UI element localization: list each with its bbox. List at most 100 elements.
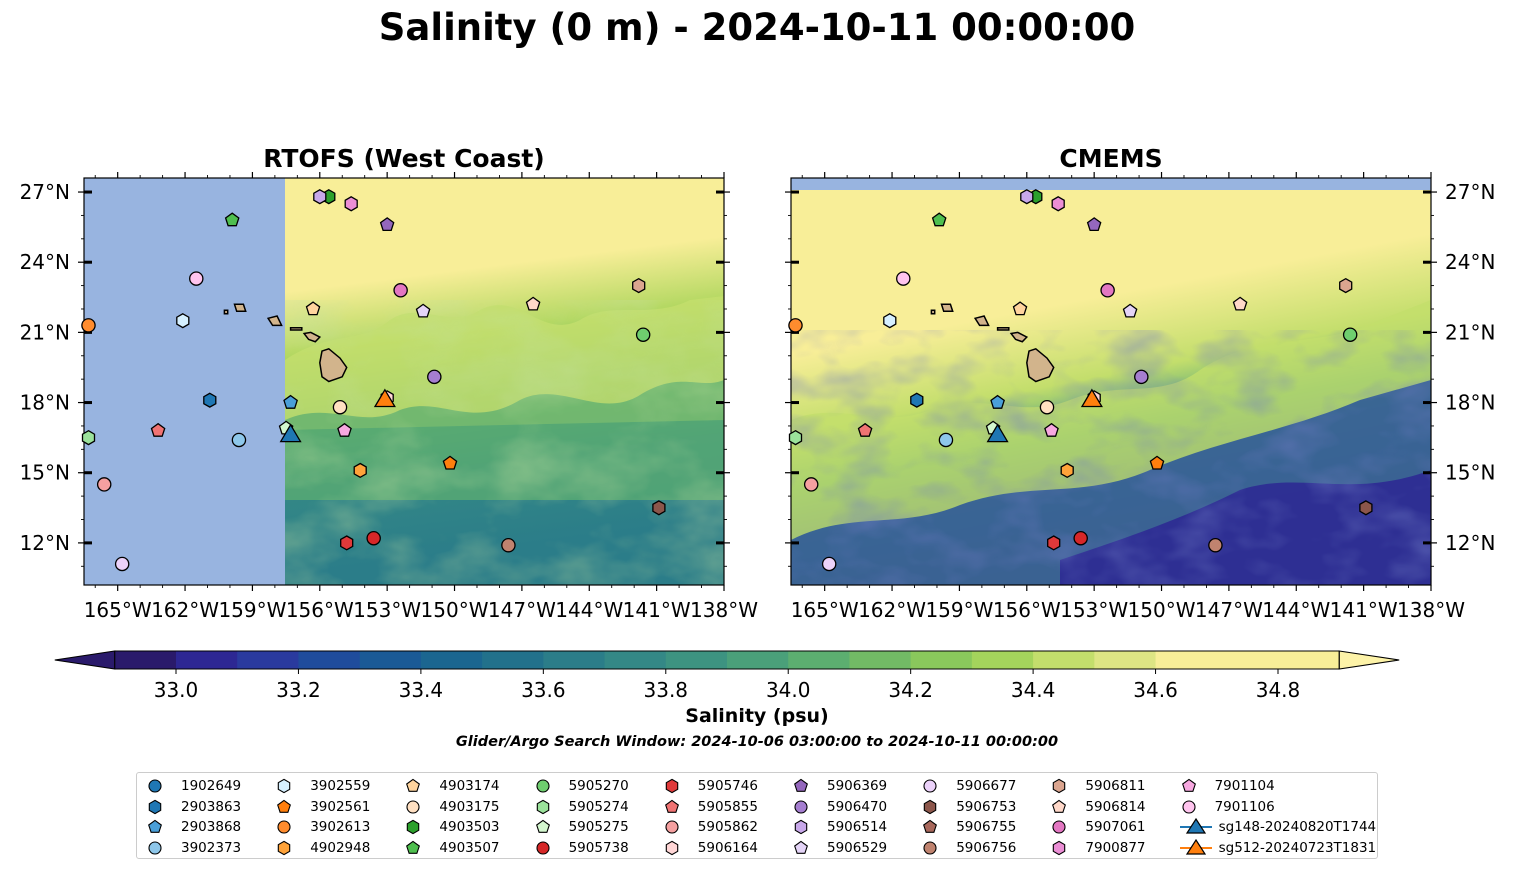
cmems-float-5906677 [821, 556, 837, 572]
cmems-float-5907061 [1100, 283, 1115, 298]
cmems-y-tick-label: 21°N [1445, 320, 1495, 344]
cmems-big-island-land [1026, 347, 1055, 383]
rtofs-y-tick-label: 21°N [20, 320, 70, 344]
legend-circle [794, 800, 808, 814]
legend-label: 4903503 [439, 819, 500, 836]
colorbar-bin [176, 651, 238, 669]
legend-label: 4902948 [310, 840, 371, 857]
legend-item-4903507: 4903507 [403, 838, 500, 858]
rtofs-float-sg512-20240723T1831 [373, 388, 396, 408]
legend-item-5906677: 5906677 [920, 776, 1016, 796]
legend-label: 5905738 [568, 840, 629, 857]
legend-marker-5906755 [923, 820, 938, 834]
cmems-float-3902561 [1149, 455, 1165, 470]
cmems-float-5905738 [1073, 530, 1088, 546]
legend-shape [794, 820, 808, 835]
legend-marker-5906753 [923, 799, 937, 814]
rtofs-x-tick-label: 150°W [421, 598, 489, 622]
cmems-y-tick-label: 12°N [1445, 531, 1495, 555]
legend-circle [536, 779, 550, 793]
colorbar-bin [727, 651, 789, 669]
legend-marker-3902373 [148, 841, 162, 855]
legend-item-5906369: 5906369 [791, 776, 887, 796]
cmems-x-tick-label: 144°W [1262, 598, 1330, 622]
rtofs-float-5905270 [635, 327, 651, 342]
rtofs-axes: 165°W 162°W 159°W 156°W 153°W 150°W 147°W 144°W… [20, 172, 758, 622]
rtofs-big-island-land [319, 347, 348, 383]
legend-item-5905738: 5905738 [533, 838, 629, 858]
legend-shape [794, 840, 808, 854]
rtofs-float-5906753 [652, 500, 666, 516]
legend-item-7901104: 7901104 [1179, 776, 1275, 796]
legend-marker-5906470 [794, 800, 808, 814]
legend-label: 4903174 [439, 778, 500, 794]
cmems-float-4903174 [1012, 301, 1028, 316]
legend-item-7901106: 7901106 [1179, 797, 1275, 817]
rtofs-float-3902373 [231, 432, 247, 448]
legend-marker-5905746 [665, 778, 679, 794]
legend-label: 5907061 [1085, 819, 1146, 836]
colorbar-bin [543, 651, 606, 669]
cmems-y-tick-label: 15°N [1445, 461, 1495, 485]
legend-shape [1053, 778, 1066, 794]
rtofs-eddy-texture [285, 300, 724, 585]
colorbar-label: Salinity (psu) [685, 705, 828, 727]
colorbar-extend-high [1338, 650, 1400, 670]
legend-shape [406, 778, 421, 792]
legend-label: 3902559 [310, 778, 371, 794]
legend-circle [148, 841, 162, 855]
legend-item-3902559: 3902559 [274, 776, 370, 796]
legend-shape [923, 799, 937, 814]
rtofs-float-3902561 [442, 455, 458, 470]
cmems-float-4902948 [1060, 462, 1074, 479]
legend-label: 5906677 [956, 778, 1017, 794]
cmems-float-2903863 [910, 392, 924, 408]
legend-item-2903868: 2903868 [145, 817, 241, 837]
legend-marker-4902948 [277, 840, 291, 856]
cmems-x-tick-label: 153°W [1060, 598, 1128, 622]
colorbar-bin [665, 651, 728, 669]
legend-item-5906753: 5906753 [920, 797, 1016, 817]
rtofs-float-markers [81, 189, 666, 572]
legend-marker-5906529 [794, 840, 808, 854]
legend-marker-7901106 [1182, 800, 1196, 814]
legend-label: 5906369 [827, 778, 888, 794]
legend-item-2903863: 2903863 [145, 797, 241, 817]
legend-item-3902373: 3902373 [145, 838, 241, 858]
colorbar-bin [971, 651, 1034, 669]
cmems-oahu-land [973, 315, 990, 327]
rtofs-float-5906514 [313, 189, 327, 205]
cmems-float-3902373 [938, 432, 954, 448]
legend-marker-3902559 [277, 778, 291, 794]
rtofs-float-4903174 [305, 301, 321, 316]
legend-label: 7901104 [1214, 778, 1275, 794]
cmems-float-3902613 [788, 318, 803, 333]
rtofs-float-7900877 [344, 196, 358, 212]
legend-marker-5906514 [794, 820, 808, 835]
legend-label: 7901106 [1214, 798, 1275, 815]
rtofs-x-tick-label: 147°W [488, 598, 556, 622]
legend-item-5905862: 5905862 [662, 817, 758, 837]
cmems-float-5905274 [788, 429, 803, 446]
legend-label: 7900877 [1085, 840, 1146, 857]
legend-glider-triangle [1185, 839, 1206, 855]
rtofs-y-tick-label: 27°N [20, 180, 70, 204]
colorbar-bin [359, 651, 422, 669]
cmems-float-5906811 [1339, 277, 1353, 294]
legend-label: 5905862 [697, 819, 758, 836]
cmems-float-5906369 [1086, 217, 1102, 232]
rtofs-x-tick-label: 144°W [555, 598, 623, 622]
rtofs-molokai-land [289, 326, 303, 331]
cmems-float-5905746 [1047, 535, 1061, 551]
cmems-float-markers [788, 189, 1373, 572]
rtofs-y-tick-label: 24°N [20, 250, 70, 274]
cmems-x-tick-label: 141°W [1330, 598, 1398, 622]
legend-item-5905270: 5905270 [533, 776, 629, 796]
legend-marker-5905738 [536, 841, 550, 855]
rtofs-float-2903868 [283, 394, 298, 409]
legend-marker-5906756 [923, 841, 937, 855]
legend-label: 4903175 [439, 798, 500, 815]
colorbar-extend-low [54, 650, 116, 670]
legend-shape [1181, 778, 1196, 792]
legend-label: 5906755 [956, 819, 1017, 836]
